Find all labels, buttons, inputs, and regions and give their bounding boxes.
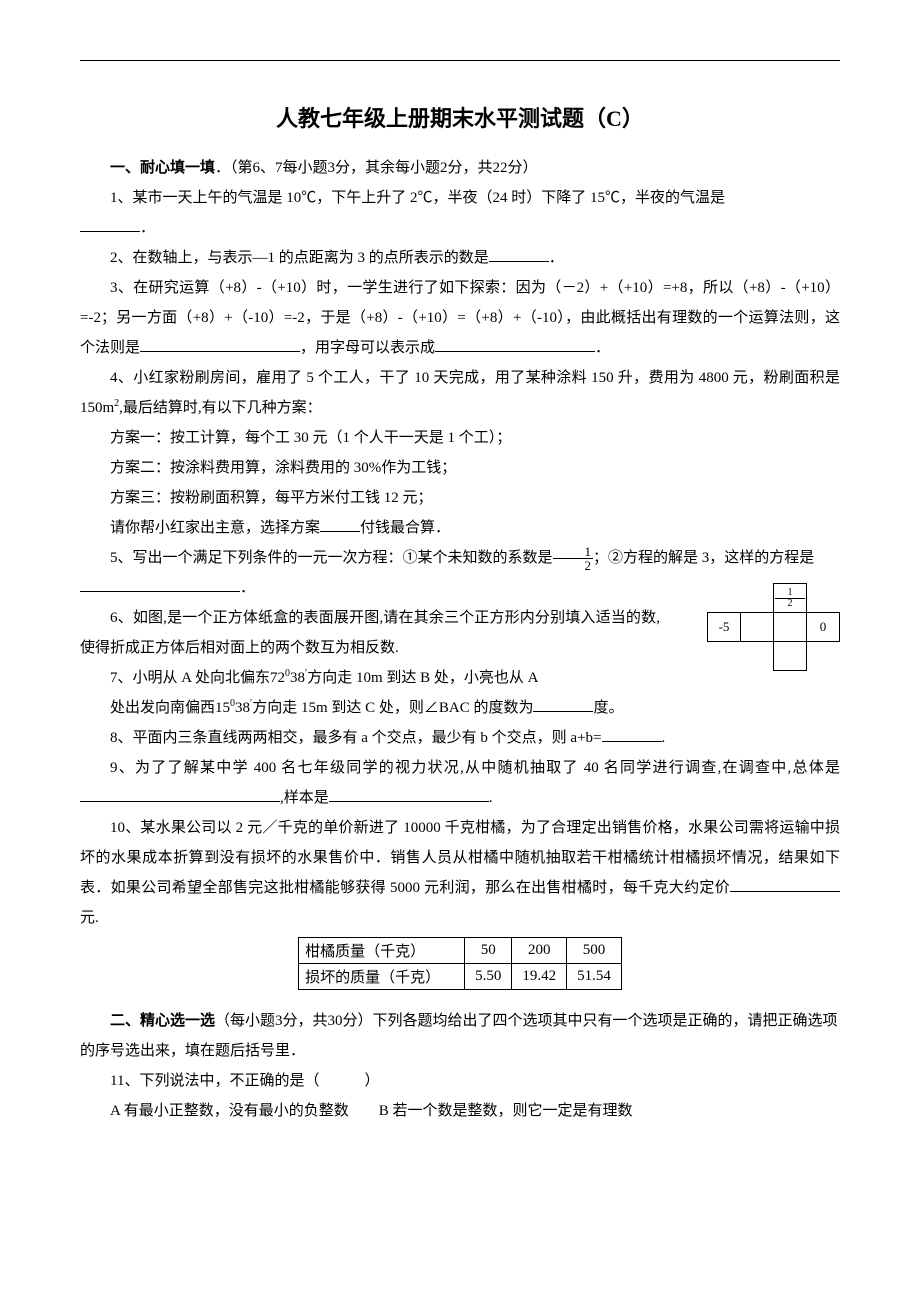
net-cell-left: -5 — [708, 613, 741, 642]
table-cell: 5.50 — [465, 964, 512, 990]
section-1-label: 一、耐心填一填 — [110, 160, 215, 176]
question-3: 3、在研究运算（+8）-（+10）时，一学生进行了如下探索：因为（－2）+（+1… — [80, 273, 840, 363]
net-cell-mid2 — [774, 613, 807, 642]
q3-text-a: 3、在研究运算（+8）-（+10）时，一学生进行了如下探索：因为（－2）+（+1… — [80, 280, 840, 356]
question-4-intro: 4、小红家粉刷房间，雇用了 5 个工人，干了 10 天完成，用了某种涂料 150… — [80, 363, 840, 423]
question-5: 5、写出一个满足下列条件的一元一次方程：①某个未知数的系数是12；②方程的解是 … — [80, 543, 840, 573]
q4-blank — [320, 531, 360, 532]
q3-text-c: ． — [595, 340, 610, 356]
q1-blank — [80, 231, 140, 232]
q9-blank-1 — [80, 801, 280, 802]
question-7-line2: 处出发向南偏西15038′方向走 15m 到达 C 处，则∠BAC 的度数为度。 — [80, 693, 840, 723]
q3-blank-2 — [435, 351, 595, 352]
fraction-half: 12 — [553, 545, 594, 572]
section-2-label: 二、精心选一选 — [110, 1013, 215, 1029]
page-title: 人教七年级上册期末水平测试题（C） — [80, 101, 840, 133]
net-cell-bottom — [774, 642, 807, 671]
table-cell: 19.42 — [512, 964, 567, 990]
net-cell-right: 0 — [807, 613, 840, 642]
q1-text: 1、某市一天上午的气温是 10℃，下午上升了 2℃，半夜（24 时）下降了 15… — [110, 190, 725, 206]
exam-page: 人教七年级上册期末水平测试题（C） 一、耐心填一填．（第6、7每小题3分，其余每… — [0, 0, 920, 1166]
table-row: 损坏的质量（千克） 5.50 19.42 51.54 — [299, 964, 622, 990]
q2-text: 2、在数轴上，与表示—1 的点距离为 3 的点所表示的数是 — [110, 250, 489, 266]
question-1: 1、某市一天上午的气温是 10℃，下午上升了 2℃，半夜（24 时）下降了 15… — [80, 183, 840, 213]
q11-opt-a: A 有最小正整数，没有最小的负整数 — [110, 1103, 349, 1119]
table-cell: 200 — [512, 938, 567, 964]
table-cell: 损坏的质量（千克） — [299, 964, 465, 990]
section-2-header: 二、精心选一选（每小题3分，共30分）下列各题均给出了四个选项其中只有一个选项是… — [80, 1006, 840, 1066]
table-cell: 柑橘质量（千克） — [299, 938, 465, 964]
section-1-scoring: ．（第6、7每小题3分，其余每小题2分，共22分） — [215, 160, 538, 176]
q7-blank — [533, 711, 593, 712]
question-4-plan1: 方案一：按工计算，每个工 30 元（1 个人干一天是 1 个工）； — [80, 423, 840, 453]
q11-opt-b: B 若一个数是整数，则它一定是有理数 — [379, 1103, 633, 1119]
q2-blank — [489, 261, 549, 262]
q8-blank — [602, 741, 662, 742]
question-6-7-wrap: 6、如图,是一个正方体纸盒的表面展开图,请在其余三个正方形内分别填入适当的数,使… — [80, 603, 840, 693]
net-cell-mid1 — [741, 613, 774, 642]
orange-data-table: 柑橘质量（千克） 50 200 500 损坏的质量（千克） 5.50 19.42… — [298, 937, 622, 990]
q10-blank — [730, 891, 840, 892]
q9-blank-2 — [329, 801, 489, 802]
question-11-options: A 有最小正整数，没有最小的负整数 B 若一个数是整数，则它一定是有理数 — [80, 1096, 840, 1126]
top-rule — [80, 60, 840, 61]
question-1-tail: ． — [80, 213, 840, 243]
table-cell: 500 — [567, 938, 622, 964]
section-1-header: 一、耐心填一填．（第6、7每小题3分，其余每小题2分，共22分） — [80, 153, 840, 183]
table-cell: 51.54 — [567, 964, 622, 990]
question-4-plan3: 方案三：按粉刷面积算，每平方米付工钱 12 元； — [80, 483, 840, 513]
question-4-ask: 请你帮小红家出主意，选择方案付钱最合算． — [80, 513, 840, 543]
q5-blank — [80, 591, 240, 592]
question-10: 10、某水果公司以 2 元／千克的单价新进了 10000 千克柑橘，为了合理定出… — [80, 813, 840, 933]
question-11: 11、下列说法中，不正确的是（ ） — [80, 1066, 840, 1096]
question-4-plan2: 方案二：按涂料费用算，涂料费用的 30%作为工钱； — [80, 453, 840, 483]
question-9: 9、为了了解某中学 400 名七年级同学的视力状况,从中随机抽取了 40 名同学… — [80, 753, 840, 813]
q3-blank-1 — [140, 351, 300, 352]
q3-text-b: ，用字母可以表示成 — [300, 340, 435, 356]
net-cell-top: 12 — [774, 584, 807, 613]
cube-net-figure: 12 -5 0 — [707, 583, 840, 671]
question-2: 2、在数轴上，与表示—1 的点距离为 3 的点所表示的数是． — [80, 243, 840, 273]
question-8: 8、平面内三条直线两两相交，最多有 a 个交点，最少有 b 个交点，则 a+b=… — [80, 723, 840, 753]
table-cell: 50 — [465, 938, 512, 964]
cube-net-table: 12 -5 0 — [707, 583, 840, 671]
table-row: 柑橘质量（千克） 50 200 500 — [299, 938, 622, 964]
